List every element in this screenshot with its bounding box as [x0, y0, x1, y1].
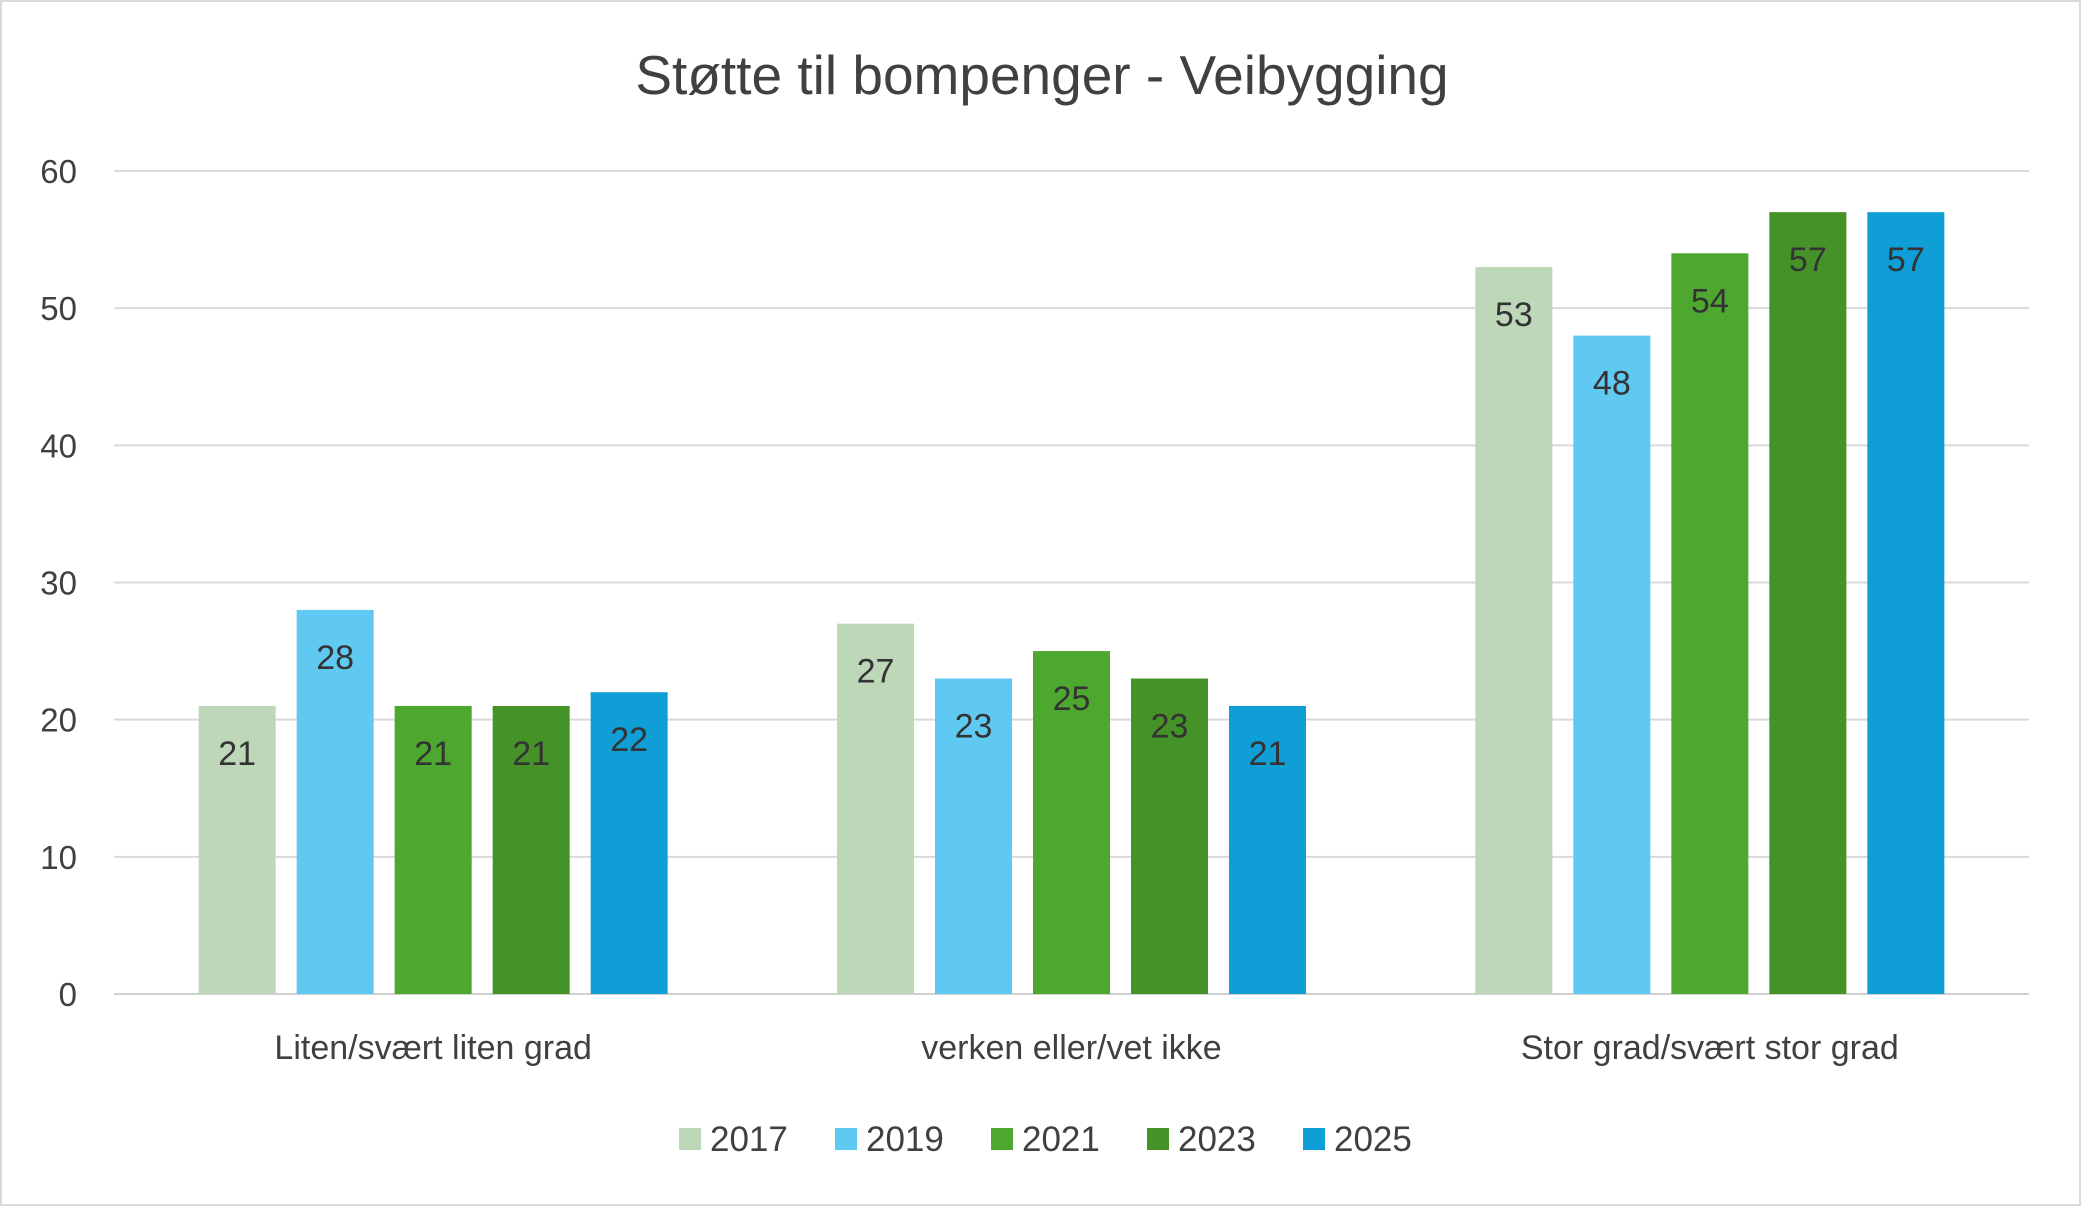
- legend-item-2017: 2017: [679, 1120, 788, 1159]
- bar-2017-2: [1475, 267, 1553, 994]
- x-category-label: Liten/svært liten grad: [274, 1029, 592, 1067]
- bar-2025-0: [590, 692, 668, 994]
- y-tick-label: 0: [59, 976, 77, 1013]
- legend-swatch: [679, 1128, 701, 1150]
- bar-2019-2: [1573, 335, 1651, 995]
- legend: 2017 2019 2021 2023 2025: [679, 1120, 1412, 1159]
- bar-2019-0: [296, 609, 374, 994]
- data-label: 21: [1249, 735, 1287, 773]
- legend-swatch: [1147, 1128, 1169, 1150]
- data-label: 21: [414, 735, 452, 773]
- data-label: 54: [1691, 282, 1729, 320]
- data-label: 21: [218, 735, 256, 773]
- data-label: 23: [955, 708, 993, 746]
- bar-2023-0: [492, 705, 570, 994]
- bar-2017-1: [837, 623, 914, 994]
- data-labels: 21 28 21 21 22 27 23 25 23 21 53 48 54 57 57: [218, 241, 1924, 773]
- bar-2019-1: [935, 678, 1012, 994]
- data-label: 22: [610, 721, 648, 759]
- y-axis-ticks: 0 10 20 30 40 50 60: [40, 153, 77, 1013]
- bar-2023-1: [1131, 678, 1208, 994]
- legend-label: 2021: [1022, 1120, 1100, 1159]
- y-tick-label: 40: [40, 427, 77, 464]
- bar-2025-1: [1229, 705, 1306, 994]
- data-label: 28: [316, 639, 354, 677]
- legend-swatch: [835, 1128, 857, 1150]
- x-category-label: verken eller/vet ikke: [921, 1029, 1221, 1067]
- data-label: 21: [512, 735, 550, 773]
- y-tick-label: 20: [40, 702, 77, 739]
- data-label: 57: [1887, 241, 1925, 279]
- bar-2021-1: [1033, 651, 1110, 994]
- bar-2021-2: [1671, 253, 1749, 995]
- data-label: 23: [1151, 708, 1189, 746]
- bar-2021-0: [394, 705, 472, 994]
- x-axis-categories: Liten/svært liten grad verken eller/vet i…: [274, 1029, 1898, 1067]
- legend-item-2023: 2023: [1147, 1120, 1256, 1159]
- legend-label: 2025: [1334, 1120, 1412, 1159]
- data-label: 27: [857, 653, 895, 691]
- legend-label: 2019: [866, 1120, 944, 1159]
- legend-item-2021: 2021: [991, 1120, 1100, 1159]
- bars: [198, 212, 1945, 995]
- legend-label: 2023: [1178, 1120, 1256, 1159]
- y-tick-label: 10: [40, 839, 77, 876]
- data-label: 57: [1789, 241, 1827, 279]
- x-category-label: Stor grad/svært stor grad: [1521, 1029, 1899, 1067]
- data-label: 48: [1593, 365, 1631, 403]
- y-tick-label: 30: [40, 565, 77, 602]
- y-tick-label: 50: [40, 290, 77, 327]
- bar-2017-0: [198, 705, 276, 994]
- data-label: 25: [1053, 680, 1091, 718]
- data-label: 53: [1495, 296, 1533, 334]
- bar-2025-2: [1867, 212, 1945, 994]
- y-tick-label: 60: [40, 153, 77, 190]
- chart-title: Støtte til bompenger - Veibygging: [635, 44, 1448, 106]
- legend-label: 2017: [710, 1120, 788, 1159]
- legend-swatch: [1303, 1128, 1325, 1150]
- bar-2023-2: [1769, 212, 1847, 994]
- legend-item-2025: 2025: [1303, 1120, 1412, 1159]
- legend-swatch: [991, 1128, 1013, 1150]
- legend-item-2019: 2019: [835, 1120, 944, 1159]
